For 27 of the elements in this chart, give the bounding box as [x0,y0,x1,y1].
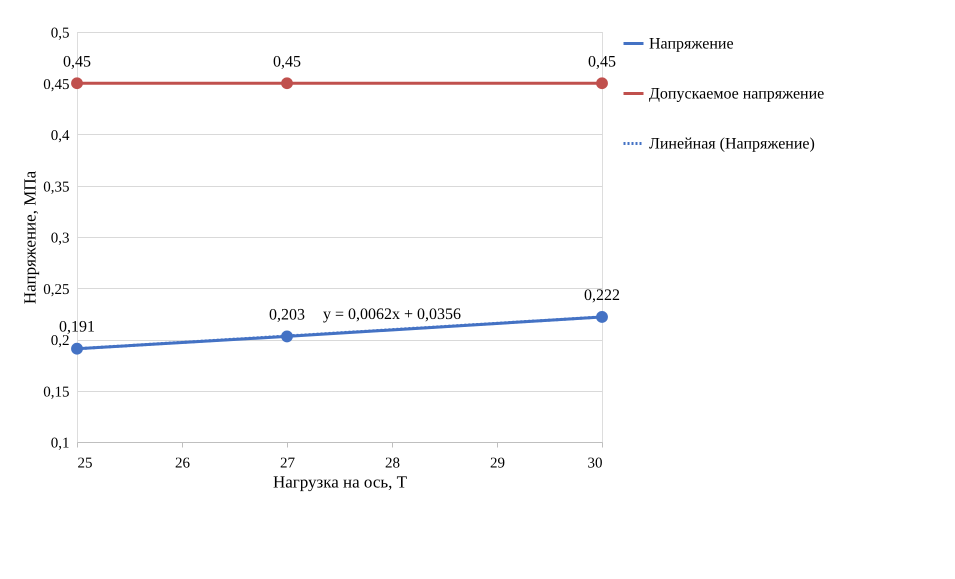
y-axis-title: Напряжение, МПа [20,170,40,304]
data-label: 0,203 [269,306,305,324]
y-tick-label: 0,35 [43,179,70,196]
y-tick-label: 0,15 [43,384,70,400]
data-label: 0,45 [273,53,301,70]
data-label: 0,191 [59,318,95,336]
x-tick-label: 27 [280,456,296,472]
annotation: y = 0,0062x + 0,0356 [322,306,462,324]
data-label: 0,45 [63,53,91,70]
x-tick-label: 29 [490,456,505,472]
x-tick-label: 28 [385,456,400,472]
y-tick-label: 0,4 [50,128,70,144]
x-tick-label: 30 [588,456,602,472]
y-tick-label: 0,45 [43,76,70,93]
y-tick-label: 0,3 [50,230,70,246]
y-tick-label: 0,2 [50,333,70,349]
x-tick-label: 26 [175,456,190,472]
y-tick-label: 0,25 [43,282,70,298]
y-tick-label: 0,5 [50,26,70,42]
legend-label: Линейная (Напряжение) [649,136,815,152]
data-label: 0,222 [584,286,620,304]
legend-label: Напряжение [649,36,734,52]
x-axis-title: Нагрузка на ось, Т [272,472,408,492]
x-tick-label: 25 [78,456,92,472]
data-label: 0,45 [588,53,616,70]
y-tick-label: 0,1 [50,436,70,452]
legend-label: Допускаемое напряжение [649,86,824,102]
